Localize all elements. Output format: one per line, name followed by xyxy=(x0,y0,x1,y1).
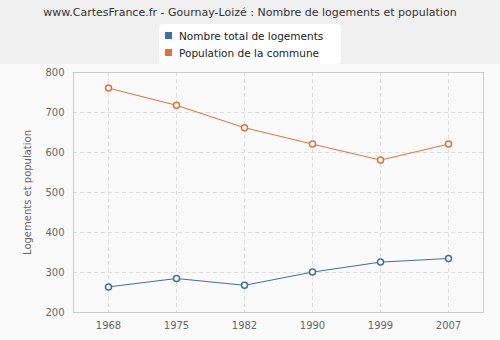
svg-text:1975: 1975 xyxy=(164,320,189,331)
html-text:Nombre total de logements: Nombre total de logements xyxy=(179,29,324,42)
svg-text:200: 200 xyxy=(45,307,64,318)
svg-text:1990: 1990 xyxy=(300,320,325,331)
svg-text:600: 600 xyxy=(45,147,64,158)
svg-text:Logements et population: Logements et population xyxy=(22,130,33,255)
svg-text:500: 500 xyxy=(45,187,64,198)
html-text:www.CartesFrance.fr - Gournay-: www.CartesFrance.fr - Gournay-Loizé : No… xyxy=(43,6,457,19)
svg-text:2007: 2007 xyxy=(436,320,461,331)
svg-text:400: 400 xyxy=(45,227,64,238)
svg-text:1999: 1999 xyxy=(368,320,393,331)
svg-text:1968: 1968 xyxy=(96,320,121,331)
svg-text:800: 800 xyxy=(45,67,64,78)
html-text:Population de la commune: Population de la commune xyxy=(179,46,320,59)
svg-text:700: 700 xyxy=(45,107,64,118)
svg-text:1982: 1982 xyxy=(232,320,257,331)
svg-text:300: 300 xyxy=(45,267,64,278)
